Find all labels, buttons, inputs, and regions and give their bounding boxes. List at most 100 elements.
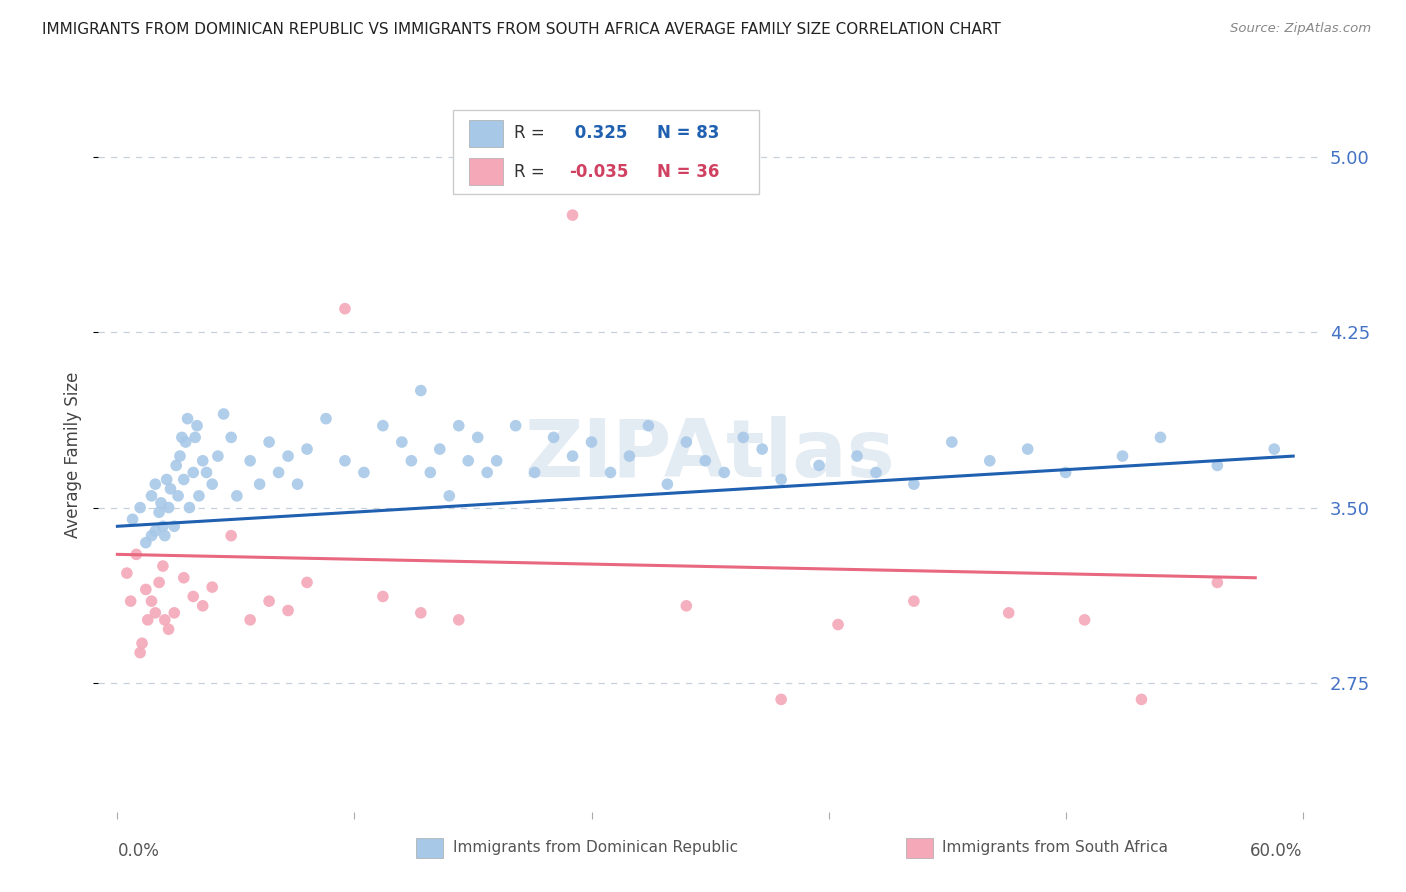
Y-axis label: Average Family Size: Average Family Size (65, 372, 83, 538)
Point (181, 466, 204, 480)
Point (277, 449, 299, 463)
Point (295, 575, 318, 590)
Point (713, 466, 735, 480)
Point (157, 500, 180, 515)
Point (181, 590, 204, 604)
Point (148, 575, 170, 590)
Point (120, 594, 142, 608)
Point (903, 477, 925, 491)
Point (165, 458, 187, 473)
Point (865, 466, 887, 480)
Point (1073, 613, 1095, 627)
Point (505, 418, 527, 433)
Point (163, 606, 186, 620)
FancyBboxPatch shape (470, 120, 503, 146)
Point (657, 477, 679, 491)
Point (1149, 430, 1171, 444)
Point (561, 449, 583, 463)
Point (277, 603, 299, 617)
Point (733, 430, 755, 444)
Text: N = 83: N = 83 (658, 124, 720, 142)
Point (156, 473, 179, 487)
Point (201, 580, 224, 594)
Point (581, 435, 603, 450)
Point (173, 571, 195, 585)
Point (167, 489, 190, 503)
FancyBboxPatch shape (416, 838, 443, 858)
FancyBboxPatch shape (905, 838, 932, 858)
Point (159, 482, 181, 496)
Text: 60.0%: 60.0% (1250, 842, 1303, 860)
Point (315, 411, 337, 425)
Point (152, 559, 174, 574)
Point (179, 500, 201, 515)
Point (1111, 449, 1133, 463)
Point (125, 547, 148, 561)
Text: Source: ZipAtlas.com: Source: ZipAtlas.com (1230, 22, 1371, 36)
Point (153, 613, 176, 627)
Point (1206, 458, 1229, 473)
Text: R =: R = (515, 162, 546, 180)
Point (131, 636, 153, 650)
Point (163, 519, 186, 533)
Point (333, 301, 356, 316)
Point (152, 519, 174, 533)
Point (191, 454, 214, 468)
Point (257, 594, 280, 608)
Point (808, 458, 831, 473)
Point (141, 489, 163, 503)
Point (212, 407, 235, 421)
Point (1130, 692, 1153, 706)
Point (467, 430, 489, 444)
Point (191, 599, 214, 613)
Point (751, 442, 773, 456)
Point (176, 411, 198, 425)
Point (257, 435, 280, 450)
Point (287, 477, 309, 491)
Text: N = 36: N = 36 (658, 162, 720, 180)
Point (770, 692, 793, 706)
Point (135, 582, 157, 597)
Point (1206, 575, 1229, 590)
Point (561, 208, 583, 222)
Point (207, 449, 229, 463)
Point (827, 617, 849, 632)
Point (150, 496, 173, 510)
Point (997, 606, 1019, 620)
Point (401, 454, 423, 468)
Point (195, 466, 218, 480)
Point (333, 454, 356, 468)
Point (485, 454, 508, 468)
Point (143, 524, 166, 538)
Point (409, 606, 432, 620)
Point (143, 606, 166, 620)
Point (523, 466, 546, 480)
Point (675, 599, 697, 613)
Point (457, 454, 479, 468)
Point (675, 435, 697, 450)
Point (447, 613, 470, 627)
Point (695, 454, 717, 468)
Point (141, 594, 163, 608)
Point (979, 454, 1001, 468)
Point (391, 435, 413, 450)
FancyBboxPatch shape (470, 158, 503, 186)
Point (409, 384, 432, 398)
Point (184, 430, 207, 444)
Point (903, 594, 925, 608)
Text: R =: R = (515, 124, 546, 142)
Point (353, 466, 375, 480)
Point (148, 505, 170, 519)
Point (225, 489, 247, 503)
Point (419, 466, 441, 480)
Point (477, 466, 499, 480)
Point (267, 466, 290, 480)
Point (371, 590, 394, 604)
Text: Immigrants from Dominican Republic: Immigrants from Dominican Republic (453, 840, 738, 855)
Point (249, 477, 271, 491)
Point (239, 613, 262, 627)
Point (429, 442, 451, 456)
Point (1017, 442, 1039, 456)
Point (543, 430, 565, 444)
Point (115, 566, 138, 580)
